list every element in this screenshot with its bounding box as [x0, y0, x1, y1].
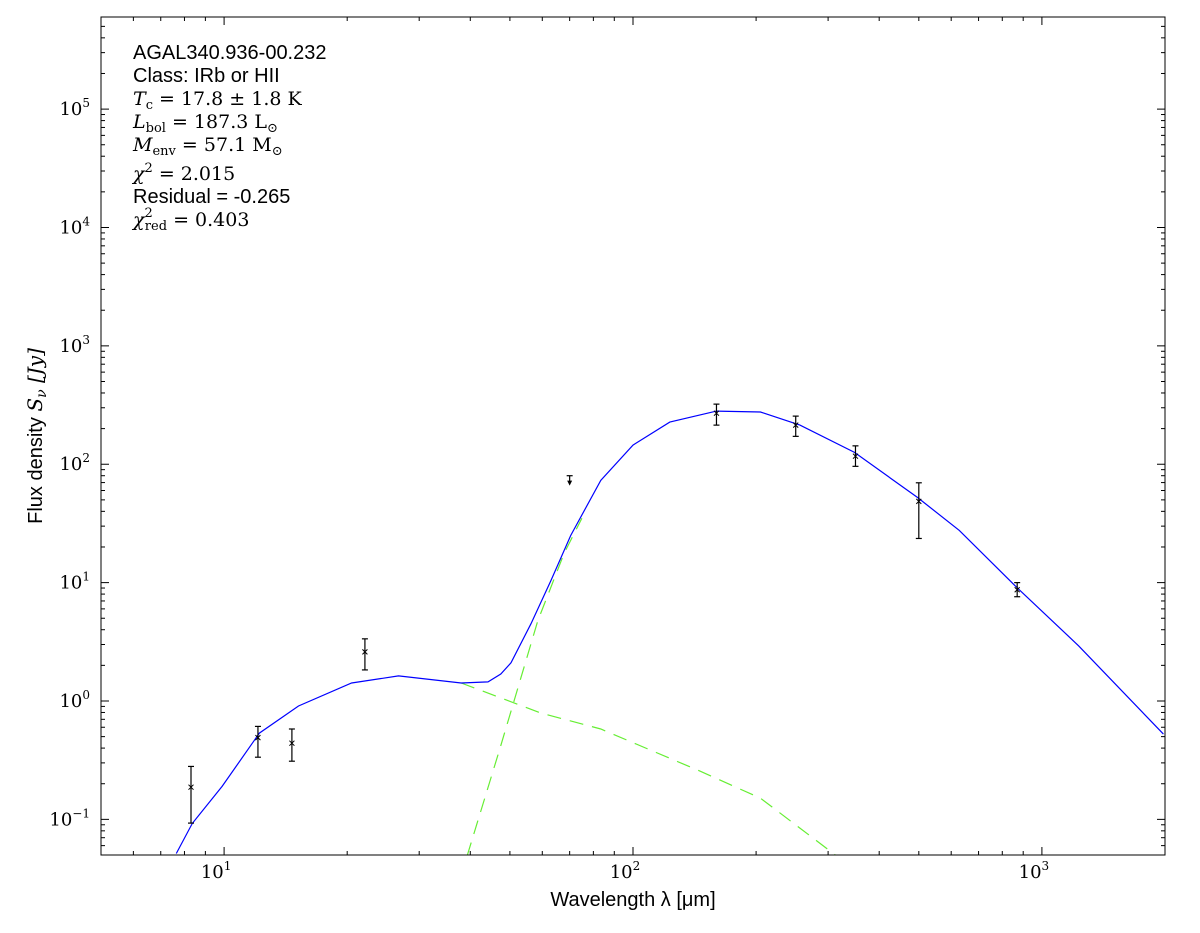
point-marker: [255, 734, 261, 741]
menv-value: = 57.1 M: [176, 134, 272, 156]
tc-value: = 17.8 ± 1.8 K: [153, 88, 303, 110]
y-tick-label: 100: [59, 688, 90, 712]
y-label-unit: [Jy]: [23, 348, 47, 389]
annotation-box: AGAL340.936-00.232 Class: IRb or HII Tc …: [131, 42, 327, 234]
data-point: [254, 725, 261, 758]
tc-sym: T: [133, 88, 147, 110]
x-tick-label: 101: [201, 859, 232, 883]
point-marker: [713, 410, 720, 417]
data-point: [361, 638, 368, 671]
upper-limit-point: [566, 475, 573, 486]
menv-sub: env: [152, 144, 176, 159]
lbol-unit-sub: ⊙: [267, 121, 278, 136]
chi2-label: χ2 = 2.015: [131, 161, 235, 185]
upper-limit-arrow: [567, 480, 573, 486]
curves: [175, 410, 1164, 855]
point-marker: [362, 649, 368, 655]
data-point: [713, 403, 720, 426]
data-point: [915, 482, 922, 540]
tick-exponent: 0: [82, 688, 90, 702]
series-cold-component: [466, 517, 583, 855]
lbol-sym: L: [132, 111, 146, 133]
lbol-sub: bol: [146, 121, 166, 136]
tick-exponent: 1: [82, 570, 90, 584]
point-marker: [915, 498, 922, 505]
tick-base: 10: [1019, 862, 1042, 883]
tick-exponent: 1: [224, 859, 232, 873]
x-tick-label: 102: [610, 859, 641, 883]
y-axis-label: Flux density Sν [Jy]: [23, 348, 50, 524]
tick-base: 10: [59, 691, 82, 712]
point-marker: [852, 453, 859, 460]
tick-base: 10: [59, 99, 82, 120]
data-point: [792, 415, 799, 437]
tick-exponent: 2: [633, 859, 641, 873]
y-tick-label: 101: [59, 570, 90, 594]
residual-label: Residual = -0.265: [133, 186, 290, 208]
y-tick-label: 102: [59, 451, 90, 475]
y-label-symbol: S: [23, 398, 47, 412]
y-tick-label: 103: [59, 333, 90, 357]
tick-exponent: 5: [82, 96, 90, 110]
point-marker: [289, 740, 295, 747]
tick-base: 10: [201, 862, 224, 883]
tick-exponent: 3: [82, 333, 90, 347]
data-point: [1014, 582, 1021, 598]
chi2red-sup: 2: [145, 206, 153, 221]
point-marker: [188, 784, 194, 791]
data-point: [288, 728, 295, 762]
chi2red-sub: red: [145, 219, 167, 234]
y-label-sub: ν: [34, 389, 50, 398]
data-points: [188, 403, 1021, 824]
x-axis-label: Wavelength λ [μm]: [550, 889, 715, 911]
chi2-sup: 2: [145, 161, 153, 176]
tick-exponent: 4: [82, 214, 90, 228]
series-hot-component: [460, 682, 837, 855]
series-total-fit: [175, 410, 1164, 854]
tick-exponent: −1: [72, 806, 90, 820]
data-point: [852, 445, 859, 467]
tick-base: 10: [59, 573, 82, 594]
lbol-value: = 187.3 L: [166, 111, 267, 133]
tick-base: 10: [59, 217, 82, 238]
chi2red-label: χ2 red = 0.403: [131, 206, 249, 234]
tc-label: Tc = 17.8 ± 1.8 K: [133, 88, 303, 113]
data-point: [188, 765, 195, 824]
y-tick-label: 104: [59, 214, 90, 238]
point-marker: [1014, 586, 1021, 593]
tick-exponent: 3: [1042, 859, 1050, 873]
source-name: AGAL340.936-00.232: [133, 42, 327, 64]
point-marker: [792, 422, 799, 428]
lbol-label: Lbol = 187.3 L⊙: [132, 111, 278, 136]
chi2-sym: χ: [131, 163, 146, 185]
x-tick-label: 103: [1019, 859, 1050, 883]
menv-label: Menv = 57.1 M⊙: [132, 134, 283, 159]
tick-exponent: 2: [82, 451, 90, 465]
tick-base: 10: [59, 336, 82, 357]
menv-unit-sub: ⊙: [272, 144, 283, 159]
chi2-value: = 2.015: [153, 163, 235, 185]
menv-sym: M: [132, 134, 153, 156]
tick-base: 10: [59, 454, 82, 475]
tick-base: 10: [49, 809, 72, 830]
y-tick-label: 105: [59, 96, 90, 120]
y-tick-label: 10−1: [49, 806, 90, 830]
class-label: Class: IRb or HII: [133, 65, 280, 87]
chi2red-value: = 0.403: [167, 209, 249, 231]
tick-base: 10: [610, 862, 633, 883]
y-label-prefix: Flux density: [25, 412, 47, 524]
chi2red-sym: χ: [131, 209, 146, 231]
tc-sub: c: [146, 98, 153, 113]
